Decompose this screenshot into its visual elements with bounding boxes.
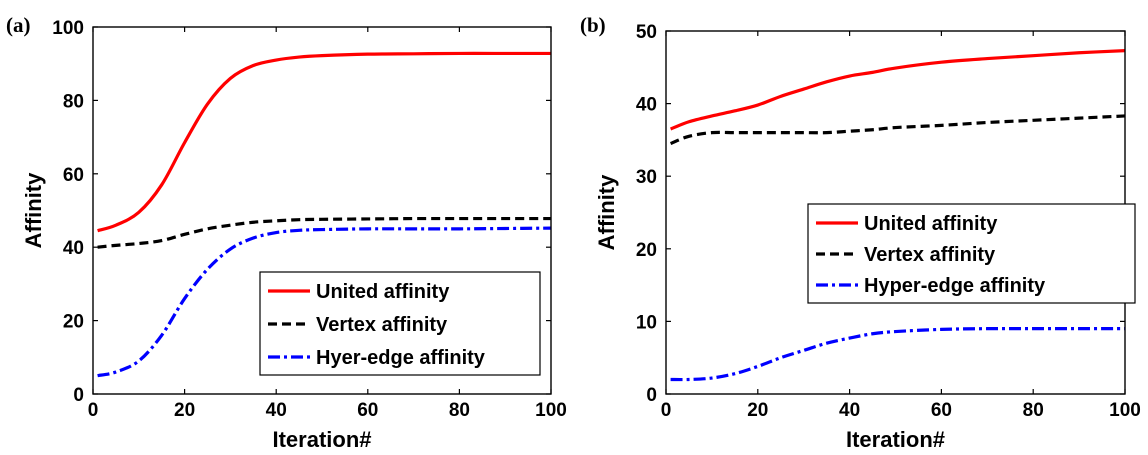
x-tick-label: 80 (1023, 400, 1044, 421)
legend-box (259, 271, 541, 376)
x-tick-label: 80 (449, 400, 470, 421)
x-tick-label: 0 (88, 400, 99, 421)
y-tick-label: 10 (636, 312, 657, 333)
legend-label: Vertex affinity (864, 244, 996, 266)
chart-panel-a: (a) 0 20 40 60 80 100 0 20 40 60 80 100 Iteration# Aff… (6, 13, 567, 452)
panel-label: (a) (6, 13, 31, 37)
x-tick-label: 40 (839, 400, 860, 421)
x-tick-label: 100 (535, 400, 567, 421)
y-tick-label: 100 (52, 18, 84, 39)
legend: United affinity Vertex affinity Hyper-edge… (807, 203, 1136, 304)
legend-label: United affinity (864, 213, 998, 235)
series-line-united-affinity (97, 51, 551, 233)
y-tick-label: 60 (63, 165, 84, 186)
x-tick-label: 60 (931, 400, 952, 421)
y-tick-label: 20 (63, 312, 84, 333)
legend-label: United affinity (316, 281, 450, 303)
x-tick-label: 100 (1109, 400, 1141, 421)
x-axis-title: Iteration# (272, 427, 371, 452)
legend-label: Hyper-edge affinity (864, 275, 1046, 297)
y-tick-label: 40 (636, 95, 657, 116)
y-axis-title: Affinity (21, 172, 46, 249)
legend-label: Hyer-edge affinity (316, 347, 486, 369)
plot-frame (92, 26, 552, 395)
series-line-vertex-affinity (669, 114, 1125, 146)
x-tick-label: 20 (174, 400, 195, 421)
legend-label: Vertex affinity (316, 314, 448, 336)
chart-panel-b: (b) 0 20 40 60 80 100 0 10 20 30 40 50 Iteration# Affi… (580, 13, 1141, 452)
legend: United affinity Vertex affinity Hyer-edge … (259, 271, 541, 376)
y-tick-label: 30 (636, 167, 657, 188)
panel-label: (b) (580, 13, 606, 37)
y-tick-label: 80 (63, 91, 84, 112)
y-tick-label: 40 (63, 238, 84, 259)
x-tick-label: 60 (357, 400, 378, 421)
x-tick-label: 20 (747, 400, 768, 421)
series-line-united-affinity (669, 49, 1125, 131)
y-tick-label: 20 (636, 240, 657, 261)
series-line-hyper-edge-affinity (670, 327, 1125, 382)
series-line-hyer-edge-affinity (97, 226, 551, 378)
series-line-vertex-affinity (97, 216, 551, 249)
x-tick-label: 0 (661, 400, 672, 421)
x-axis-title: Iteration# (846, 427, 945, 452)
x-tick-label: 40 (266, 400, 287, 421)
y-axis-title: Affinity (594, 174, 619, 251)
y-tick-label: 50 (636, 22, 657, 43)
y-tick-label: 0 (73, 385, 84, 406)
legend-box (807, 203, 1136, 304)
y-tick-label: 0 (646, 385, 657, 406)
